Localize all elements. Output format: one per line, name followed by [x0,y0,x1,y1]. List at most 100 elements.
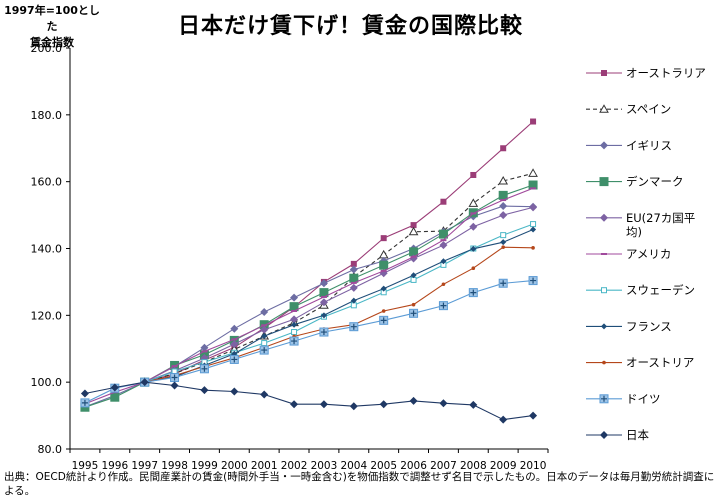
data-point [289,336,299,346]
legend-label: 均) [626,225,642,239]
data-point [260,325,269,334]
y-tick-label: 100.0 [31,376,63,389]
legend-label: ドイツ [626,392,661,406]
data-point [528,276,538,286]
data-point [350,297,357,304]
x-tick-label: 2010 [520,460,547,472]
legend-label: フランス [626,319,672,333]
x-tick-label: 2004 [340,460,367,472]
data-point [439,241,448,250]
data-point [408,226,419,236]
data-point [499,415,508,424]
data-point [230,324,239,333]
data-point [260,390,269,399]
y-tick-label: 140.0 [31,243,63,256]
legend-marker [600,213,608,222]
data-point [409,247,419,257]
legend-marker [601,287,607,294]
data-point [440,258,447,265]
data-point [319,288,329,298]
series-line [84,205,534,408]
data-point [498,278,508,288]
data-point [499,211,508,220]
data-point [441,282,446,287]
x-tick-label: 2005 [370,460,397,472]
legend-label: 日本 [626,428,649,442]
y-axis-label: 1997年=100とした 賃金指数 [2,3,102,51]
y-tick-label: 200.0 [31,42,63,55]
y-axis-label-line2: 賃金指数 [30,36,74,49]
data-point [289,302,299,312]
data-point [530,221,537,228]
data-point [349,322,359,332]
legend-label: オーストラリア [626,66,706,80]
data-point [140,378,149,387]
data-point [379,260,389,270]
data-point [440,198,447,205]
data-point [498,190,508,200]
legend-marker [600,431,608,439]
y-axis-label-line1: 1997年=100とした [4,4,100,33]
data-point [411,302,416,307]
data-point [501,245,505,249]
data-point [379,315,389,325]
data-point [290,293,299,302]
data-point [230,387,239,396]
data-point [320,312,327,319]
data-point [349,402,358,411]
legend-label: アメリカ [626,247,671,261]
x-tick-label: 2006 [400,460,427,472]
x-tick-label: 1999 [191,460,218,472]
data-point [469,222,478,231]
data-point [319,327,329,337]
legend-label: スウェーデン [626,283,695,297]
data-point [409,396,418,405]
data-point [260,307,269,316]
data-point [80,398,90,408]
x-tick-label: 2002 [281,460,308,472]
data-point [410,272,417,279]
data-point [379,400,388,409]
data-point [531,246,535,250]
data-point [528,168,538,177]
footnote: 出典：OECD統計より作成。民間産業計の賃金(時間外手当・一時金含む)を物価指数… [4,471,715,497]
data-point [170,372,180,382]
data-point [528,180,538,190]
x-tick-label: 1996 [101,460,128,472]
series-line [84,187,534,405]
data-point [470,171,477,178]
x-tick-label: 2008 [460,460,487,472]
series-line [84,381,534,421]
data-point [290,400,299,409]
data-point [500,145,507,152]
chart-title: 日本だけ賃下げ！賃金の国際比較 [178,14,524,39]
series-line [144,121,534,383]
data-point [290,315,299,324]
data-point [291,329,298,336]
data-point [170,381,179,390]
legend-marker [600,141,608,150]
data-point [200,343,209,352]
data-point [410,222,417,229]
data-point [319,400,328,409]
series-line [144,228,534,383]
data-point [468,198,479,207]
data-point [378,249,389,259]
x-tick-label: 2000 [221,460,248,472]
legend-label: オーストリア [626,356,694,370]
data-point [319,279,328,288]
data-point [470,245,477,252]
x-tick-label: 1997 [131,460,158,472]
data-point [261,333,268,340]
data-point [291,321,298,328]
series-line [144,246,534,383]
x-tick-label: 2003 [311,460,338,472]
data-point [438,301,448,311]
x-tick-label: 2001 [251,460,278,472]
data-point [469,400,478,409]
data-point [80,389,89,398]
data-point [261,340,268,347]
y-tick-label: 80.0 [38,443,63,456]
x-tick-label: 1995 [72,460,99,472]
data-point [498,175,509,185]
